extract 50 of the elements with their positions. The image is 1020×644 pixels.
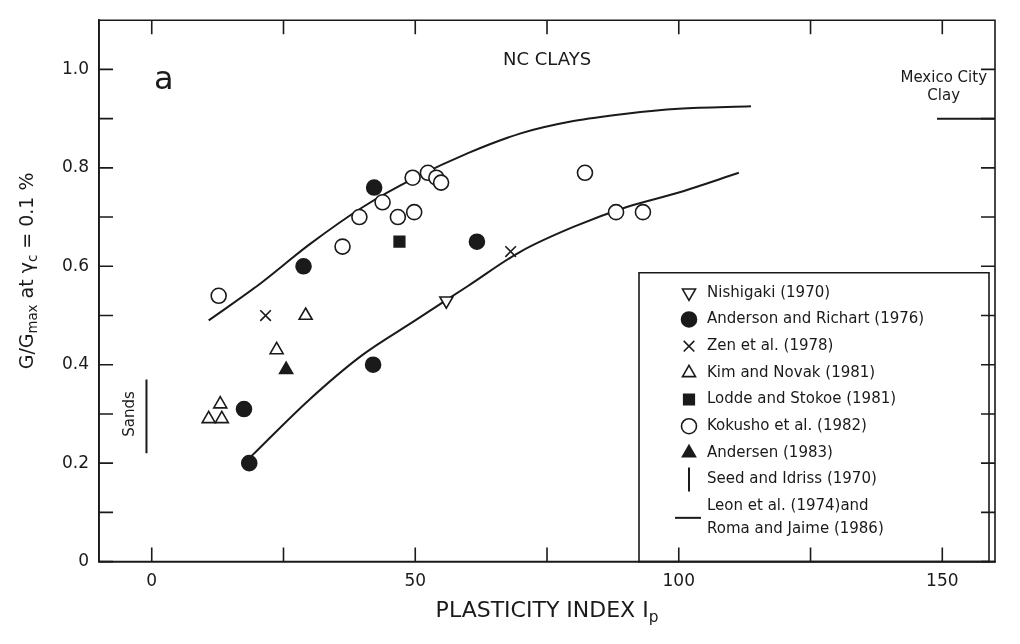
x-tick-label: 0	[146, 570, 158, 591]
legend-label: Zen et al. (1978)	[707, 336, 834, 355]
legend-label: Nishigaki (1970)	[707, 282, 831, 301]
annotation: a	[154, 58, 174, 97]
x-tick-label: 150	[926, 570, 959, 591]
point	[389, 208, 407, 226]
y-tick-label: 0.8	[61, 156, 90, 177]
point	[504, 245, 517, 258]
x-tick-label: 100	[662, 570, 695, 591]
point	[269, 341, 284, 355]
point	[298, 307, 313, 321]
point	[374, 194, 391, 211]
point	[432, 174, 450, 191]
point	[364, 356, 382, 374]
legend-label: Anderson and Richart (1976)	[707, 309, 925, 328]
point	[295, 257, 312, 275]
y-tick-label: 0	[78, 550, 90, 571]
y-tick-label: 0.6	[61, 254, 90, 275]
point	[259, 309, 272, 322]
point	[607, 203, 625, 221]
point	[278, 361, 294, 375]
point	[235, 400, 253, 418]
legend-label: Leon et al. (1974)and Roma and Jaime (1986)	[707, 496, 884, 538]
point	[210, 287, 227, 305]
point	[212, 395, 228, 409]
y-tick-label: 0.4	[61, 353, 90, 374]
point	[634, 203, 652, 221]
legend-label: Seed and Idriss (1970)	[707, 469, 877, 488]
annotation: Sands	[120, 390, 139, 437]
legend-label: Kim and Novak (1981)	[707, 362, 876, 381]
point	[405, 203, 423, 221]
text: NC CLAYS	[502, 47, 592, 69]
point	[334, 238, 351, 255]
y-axis-title: G/Gmax at γc = 0.1 %	[14, 172, 41, 370]
point	[365, 179, 383, 196]
point	[240, 454, 258, 472]
y-tick-label: 1.0	[61, 57, 90, 78]
point	[351, 208, 368, 226]
legend-label: Lodde and Stokoe (1981)	[707, 389, 897, 408]
point	[214, 410, 230, 424]
point	[576, 164, 594, 182]
point	[468, 233, 486, 250]
point	[404, 169, 421, 186]
x-tick-label: 50	[404, 570, 427, 591]
annotation: Mexico City Clay	[900, 68, 988, 105]
point	[201, 410, 216, 424]
y-tick-label: 0.2	[61, 451, 90, 472]
legend-label: Andersen (1983)	[707, 442, 833, 461]
point	[393, 235, 406, 248]
legend-label: Kokusho et al. (1982)	[707, 416, 867, 435]
